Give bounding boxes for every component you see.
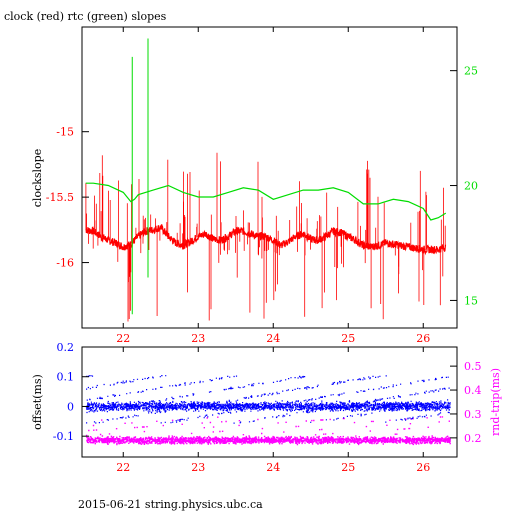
top-panel: 22 23 24 25 26 -16 -15.5 -15 15 20 25 clockslope (31, 26, 478, 345)
bottom-y-axis-label: offset(ms) (31, 374, 44, 430)
y-tick-label: 0.1 (57, 371, 75, 384)
round-trip-series (85, 416, 451, 446)
rtc-slope-line (85, 182, 447, 221)
x-tick-label: 24 (266, 332, 280, 345)
chart-title: clock (red) rtc (green) slopes (4, 10, 167, 23)
x-tick-label: 23 (191, 332, 205, 345)
y2-tick-label: 0.4 (464, 384, 482, 397)
bottom-axes: 22 23 24 25 26 -0.1 0 0.1 0.2 0.2 0.3 0.4 0.5 (53, 341, 482, 474)
y-tick-label: -15 (56, 126, 74, 139)
bottom-panel: 22 23 24 25 26 -0.1 0 0.1 0.2 0.2 0.3 0.4 0.5 offset… (31, 341, 502, 474)
x-tick-label: 25 (341, 332, 355, 345)
x-tick-label: 26 (416, 332, 430, 345)
y2-tick-label: 0.5 (464, 360, 482, 373)
x-tick-label: 24 (266, 461, 280, 474)
y-tick-label: 0 (67, 400, 74, 413)
round-trip-points (85, 416, 451, 446)
footer-caption: 2015-06-21 string.physics.ubc.ca (78, 498, 263, 511)
top-plot-frame (81, 26, 458, 329)
rtc-slope-series (85, 38, 447, 315)
y-tick-label: 0.2 (57, 341, 75, 354)
top-y-axis-label: clockslope (31, 149, 44, 207)
x-tick-label: 25 (341, 461, 355, 474)
y2-tick-label: 0.2 (464, 432, 482, 445)
y-tick-label: -0.1 (53, 430, 74, 443)
y2-tick-label: 25 (464, 65, 478, 78)
y2-tick-label: 20 (464, 180, 478, 193)
top-axes: 22 23 24 25 26 -16 -15.5 -15 15 20 25 (46, 27, 478, 345)
y-tick-label: -16 (56, 257, 74, 270)
y2-tick-label: 15 (464, 294, 478, 307)
offset-series (85, 375, 451, 424)
clock-slope-series (85, 152, 447, 322)
offset-points (85, 375, 451, 424)
x-tick-label: 22 (116, 332, 130, 345)
x-tick-label: 22 (116, 461, 130, 474)
clock-slope-line (85, 223, 447, 256)
bottom-y2-axis-label: rnd-trip(ms) (489, 368, 502, 436)
y2-tick-label: 0.3 (464, 408, 482, 421)
x-tick-label: 26 (416, 461, 430, 474)
y-tick-label: -15.5 (46, 191, 74, 204)
x-tick-label: 23 (191, 461, 205, 474)
bottom-plot-frame (81, 346, 458, 458)
